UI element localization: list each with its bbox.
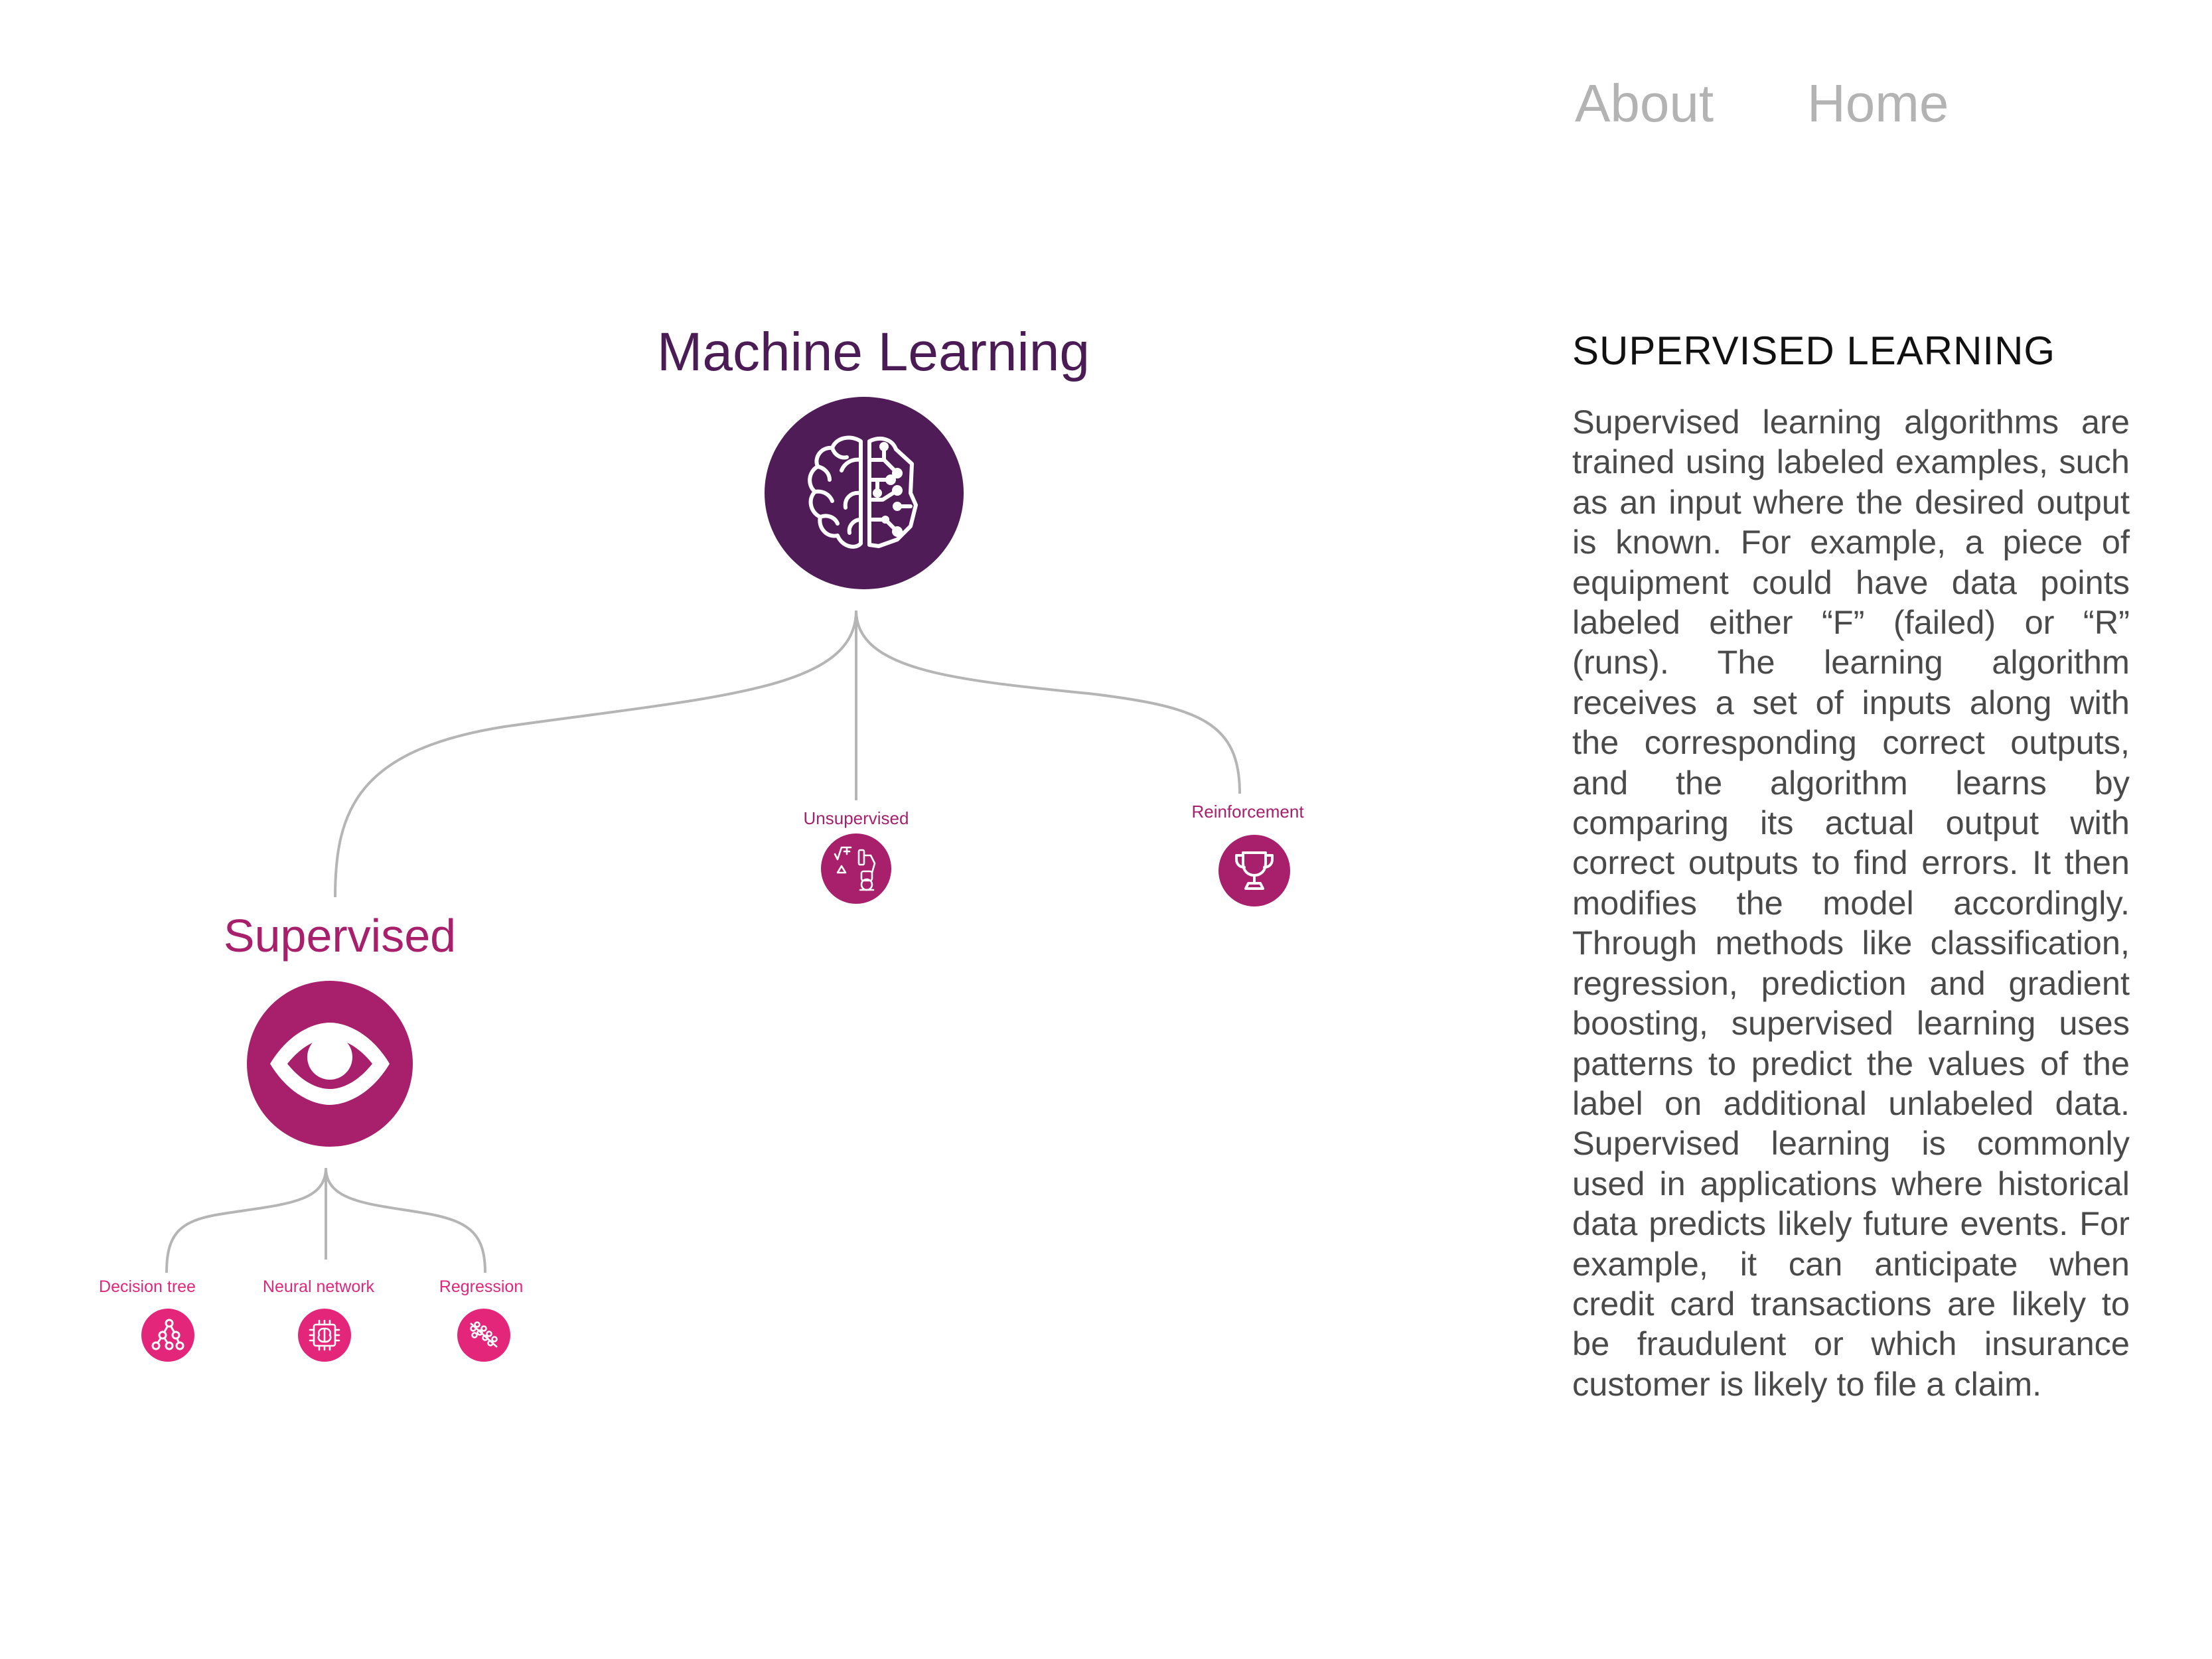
reinforcement-node-title: Reinforcement xyxy=(1191,802,1304,822)
unsupervised-node-circle[interactable] xyxy=(821,833,891,904)
regression-circle[interactable] xyxy=(457,1309,510,1362)
decision-tree-title: Decision tree xyxy=(99,1277,196,1296)
info-title: SUPERVISED LEARNING xyxy=(1572,328,2056,373)
trophy-icon xyxy=(1235,851,1274,890)
reinforcement-node-circle[interactable] xyxy=(1218,835,1290,906)
info-description: Supervised learning algorithms are train… xyxy=(1572,403,2130,1403)
connector-root-supervised xyxy=(334,610,857,898)
regression-plot-icon xyxy=(470,1321,498,1348)
regression-title: Regression xyxy=(439,1277,524,1296)
nav-about-link[interactable]: About xyxy=(1575,74,1714,133)
math-robot-icon xyxy=(834,846,876,891)
neural-network-title: Neural network xyxy=(262,1277,375,1296)
decision-tree-circle[interactable] xyxy=(141,1309,194,1362)
connector-root-reinforcement xyxy=(855,610,1241,794)
brain-chip-icon xyxy=(309,1319,340,1351)
nav-home-link[interactable]: Home xyxy=(1807,74,1949,133)
root-node-circle[interactable] xyxy=(765,397,964,589)
eye-icon xyxy=(270,1023,390,1105)
connector-supervised-regression xyxy=(325,1167,486,1273)
supervised-node-circle[interactable] xyxy=(247,981,413,1147)
connector-supervised-decision-tree xyxy=(165,1167,327,1273)
neural-network-circle[interactable] xyxy=(298,1309,351,1362)
unsupervised-node-title: Unsupervised xyxy=(803,808,909,828)
brain-circuit-icon xyxy=(808,435,918,549)
decision-tree-icon xyxy=(151,1319,184,1350)
supervised-node-title: Supervised xyxy=(223,910,457,962)
root-node-title: Machine Learning xyxy=(657,322,1090,382)
